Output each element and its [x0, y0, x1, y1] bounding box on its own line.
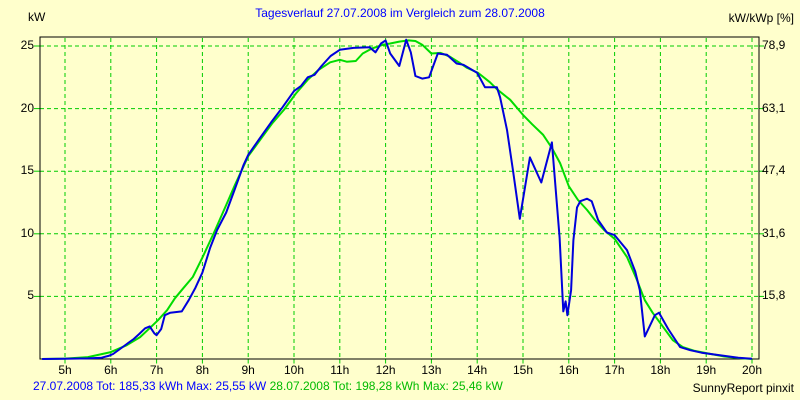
x-tick-5h: 5h: [58, 363, 72, 377]
right-tick-47-4: 47,4: [762, 163, 786, 178]
left-tick-15: 15: [20, 163, 34, 178]
right-tick-31-6: 31,6: [762, 225, 786, 240]
x-tick-13h: 13h: [421, 363, 442, 377]
x-tick-10h: 10h: [283, 363, 305, 377]
right-tick-63-1: 63,1: [762, 100, 786, 115]
right-tick-78-9: 78,9: [762, 38, 786, 52]
left-tick-20: 20: [20, 100, 34, 115]
x-tick-11h: 11h: [330, 363, 350, 377]
credit-label: SunnyReport pinxit: [692, 381, 794, 395]
right-tick-15-8: 15,8: [762, 288, 786, 303]
x-tick-8h: 8h: [195, 363, 210, 377]
x-tick-19h: 19h: [696, 363, 717, 377]
x-tick-6h: 6h: [104, 363, 118, 377]
x-tick-7h: 7h: [149, 363, 164, 377]
curve-28-07-2008: [42, 39, 753, 360]
x-tick-15h: 15h: [512, 363, 534, 377]
left-tick-5: 5: [27, 288, 34, 303]
left-axis-unit-label: kW: [28, 10, 46, 24]
footer-stats: 27.07.2008 Tot: 185,33 kWh Max: 25,55 kW…: [33, 379, 503, 393]
x-tick-16h: 16h: [558, 363, 579, 377]
x-tick-20h: 20h: [741, 363, 763, 377]
x-tick-12h: 12h: [375, 363, 396, 377]
left-tick-10: 10: [20, 225, 34, 240]
left-tick-25: 25: [20, 38, 34, 52]
footer-day1-stats: 27.07.2008 Tot: 185,33 kWh Max: 25,55 kW: [33, 379, 267, 393]
x-tick-17h: 17h: [604, 363, 625, 377]
x-tick-14h: 14h: [467, 363, 488, 377]
curve-27-07-2008: [42, 38, 753, 360]
footer-day2-stats: 28.07.2008 Tot: 198,28 kWh Max: 25,46 kW: [269, 379, 503, 393]
x-tick-9h: 9h: [241, 363, 255, 377]
x-tick-18h: 18h: [650, 363, 671, 377]
right-axis-unit-label: kW/kWp [%]: [728, 11, 794, 25]
chart-title: Tagesverlauf 27.07.2008 im Vergleich zum…: [255, 6, 545, 20]
